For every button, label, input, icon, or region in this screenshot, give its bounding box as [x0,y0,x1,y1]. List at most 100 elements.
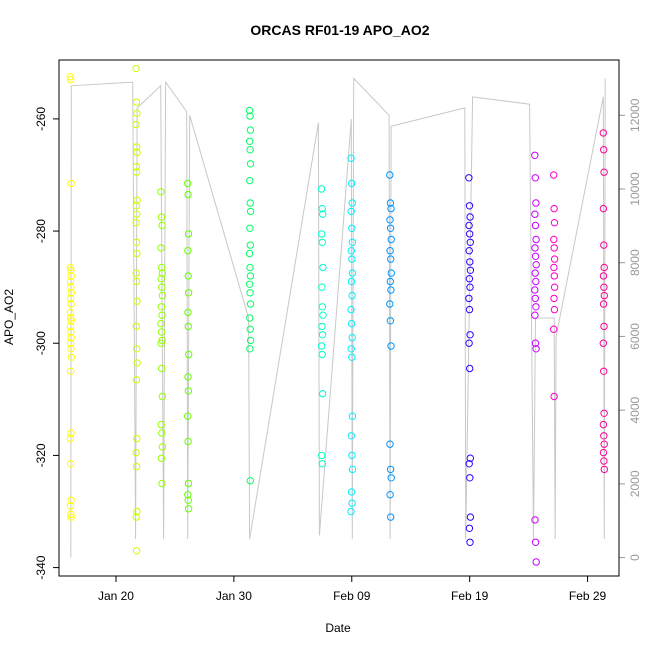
data-point [466,331,474,339]
data-point [67,345,75,353]
data-point [132,162,141,171]
y-tick-label: -320 [34,443,48,467]
data-point [184,505,193,513]
series-10 [531,151,540,566]
y2-tick-label: 8000 [628,249,642,276]
data-point [184,412,192,420]
data-point [66,263,75,272]
series-6 [317,185,327,468]
series-8 [386,171,395,521]
data-point [66,367,75,375]
data-point [66,434,75,443]
data-point [67,328,75,336]
data-point [318,238,326,247]
data-point [466,213,474,221]
data-point [318,204,326,213]
data-point [246,289,254,297]
data-point [550,263,558,272]
data-point [347,247,355,255]
data-point [132,277,141,286]
series-5 [245,106,255,485]
data-point [246,160,255,168]
data-point [66,308,75,317]
data-point [133,297,141,305]
data-point [133,196,141,204]
data-point [157,275,165,283]
data-point [66,339,75,347]
data-point [184,437,192,446]
data-point [600,322,608,331]
data-point [386,247,394,255]
data-point [600,367,608,375]
series-12 [599,129,608,474]
data-point [348,199,356,207]
data-point [387,255,395,263]
data-point [158,392,167,401]
data-point [531,516,539,524]
data-point [600,457,608,465]
data-point [246,345,254,353]
data-point [246,280,254,288]
data-point [133,359,141,367]
x-tick-label: Feb 09 [333,589,371,603]
data-point [550,392,558,401]
data-point [531,221,540,230]
flight-altitude-layer [70,77,606,558]
data-point [158,429,166,437]
data-point [158,479,166,488]
data-point [184,387,193,395]
data-point [184,373,192,381]
data-point [66,322,75,331]
data-point [246,126,255,134]
data-point [600,440,608,448]
data-point [132,269,140,277]
data-point [386,216,394,224]
data-point [386,491,394,499]
data-point [67,429,75,437]
data-point [67,179,75,188]
data-point [531,252,540,260]
data-point [550,283,559,291]
data-point [466,230,474,238]
data-point [67,75,75,84]
axes-layer: -260 -280 -300 -320 -340 Jan 20 Jan 30 Feb 09 Fe… [34,98,642,603]
data-point [531,286,539,294]
data-point [132,98,141,106]
data-point [387,269,395,277]
data-point [67,317,75,325]
data-point [348,412,357,420]
data-point [246,336,255,345]
data-point [317,185,326,193]
data-point [66,502,75,510]
y-tick-label: -340 [34,555,48,579]
y-tick-label: -280 [34,219,48,243]
data-point [465,174,473,182]
data-point [133,210,141,218]
data-point [246,137,254,146]
data-point [532,558,540,566]
data-point [466,283,474,291]
data-point [600,291,608,300]
data-point [67,289,76,297]
data-point [465,305,474,314]
data-point [550,171,558,179]
x-tick-label: Feb 19 [451,589,489,603]
data-point [599,339,607,347]
series-1 [66,73,76,521]
data-point [67,333,75,342]
data-point [133,148,141,157]
data-point [158,291,167,300]
data-point [600,432,608,440]
data-point [466,454,474,462]
data-point [347,179,356,188]
data-point [184,190,192,199]
data-point [465,294,473,303]
data-point [532,345,540,353]
data-point [133,507,141,516]
data-point [348,353,356,361]
data-point [386,440,394,448]
data-point [157,339,165,347]
data-point [387,342,395,350]
data-point [466,364,474,373]
data-point [318,230,326,238]
